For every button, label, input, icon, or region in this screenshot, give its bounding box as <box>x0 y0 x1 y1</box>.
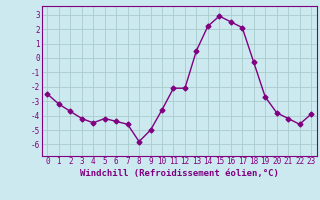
X-axis label: Windchill (Refroidissement éolien,°C): Windchill (Refroidissement éolien,°C) <box>80 169 279 178</box>
